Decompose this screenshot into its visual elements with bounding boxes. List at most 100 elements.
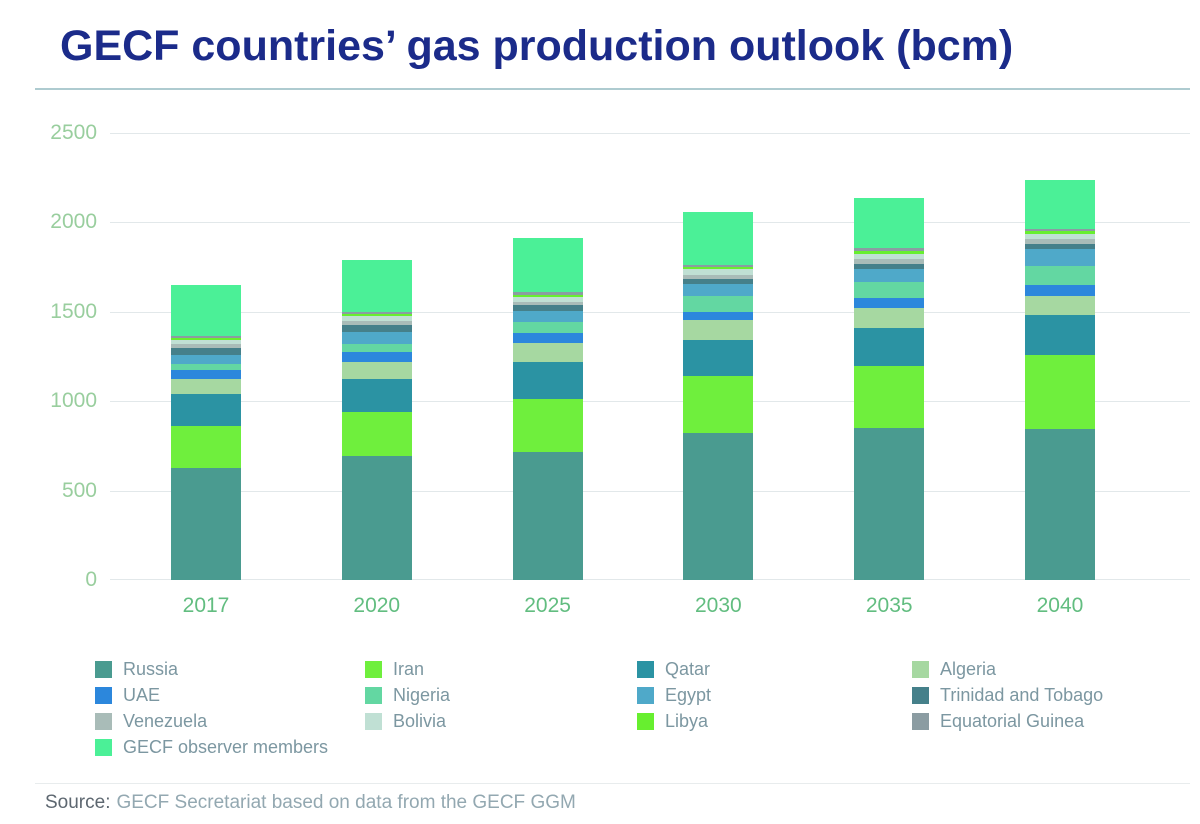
- legend-item-russia: Russia: [95, 658, 328, 679]
- bar-segment-algeria-2030: [683, 319, 754, 340]
- bar-segment-gecf-observer-members-2040: [1024, 180, 1095, 229]
- bar-segment-equatorial-guinea-2040: [1024, 228, 1095, 232]
- legend-label-libya: Libya: [665, 710, 709, 731]
- x-tick-label-2017: 2017: [182, 594, 230, 617]
- plot-area: [110, 133, 1190, 580]
- bar-segment-venezuela-2020: [341, 320, 412, 326]
- bar-segment-nigeria-2040: [1024, 266, 1095, 286]
- bar-segment-russia-2020: [341, 455, 412, 580]
- legend-item-bolivia: Bolivia: [365, 710, 450, 731]
- legend-col-2: Iran Nigeria Bolivia: [365, 658, 450, 738]
- legend-swatch-nigeria: [365, 686, 382, 704]
- bar-segment-egypt-2030: [683, 283, 754, 296]
- bar-segment-qatar-2020: [341, 378, 412, 412]
- bar-segment-russia-2040: [1024, 428, 1095, 580]
- gridline-2500: [110, 133, 1190, 134]
- x-tick-label-2020: 2020: [353, 594, 401, 617]
- bar-segment-libya-2035: [854, 251, 925, 254]
- legend-item-qatar: Qatar: [637, 658, 711, 679]
- bar-segment-gecf-observer-members-2020: [341, 260, 412, 312]
- legend-label-equatorial-guinea: Equatorial Guinea: [940, 710, 1085, 731]
- bar-segment-russia-2030: [683, 432, 754, 580]
- bar-segment-russia-2035: [854, 428, 925, 580]
- x-tick-label-2035: 2035: [865, 594, 913, 617]
- legend-label-iran: Iran: [393, 658, 425, 679]
- gridline-2000: [110, 222, 1190, 224]
- bar-segment-uae-2025: [512, 332, 583, 343]
- legend-swatch-iran: [365, 660, 382, 678]
- gridline-1000: [110, 401, 1190, 403]
- x-tick-label-2030: 2030: [695, 594, 742, 617]
- legend-swatch-venezuela: [95, 712, 112, 730]
- bar-2017: [171, 285, 241, 580]
- bar-2035: [854, 198, 925, 580]
- x-tick-label-2040: 2040: [1036, 594, 1084, 617]
- bar-segment-iran-2035: [854, 365, 925, 429]
- legend: Russia UAE Venezuela GECF observer members …: [0, 658, 1200, 770]
- page-title: GECF countries’ gas production outlook (…: [60, 22, 1014, 70]
- legend-item-gecf-observer-members: GECF observer members: [95, 737, 328, 757]
- legend-swatch-trinidad-and-tobago: [912, 686, 929, 704]
- gridline-0: [110, 579, 1190, 580]
- bar-segment-bolivia-2017: [171, 339, 241, 344]
- bar-segment-egypt-2017: [171, 354, 241, 364]
- bar-segment-venezuela-2025: [512, 301, 583, 306]
- bar-segment-qatar-2025: [512, 361, 583, 400]
- bar-segment-uae-2017: [171, 369, 241, 379]
- legend-swatch-algeria: [912, 660, 929, 678]
- legend-swatch-libya: [637, 712, 654, 730]
- legend-item-nigeria: Nigeria: [365, 685, 450, 705]
- legend-label-uae: UAE: [123, 684, 161, 705]
- y-tick-label-500: 500: [61, 478, 97, 502]
- y-tick-label-0: 0: [85, 568, 97, 591]
- bar-segment-venezuela-2040: [1024, 238, 1095, 244]
- legend-label-venezuela: Venezuela: [123, 710, 208, 731]
- bar-segment-bolivia-2025: [512, 297, 583, 302]
- source-prefix: Source:: [45, 792, 111, 813]
- source-line: Source: GECF Secretariat based on data fr…: [45, 792, 576, 814]
- legend-label-qatar: Qatar: [665, 658, 711, 679]
- bar-segment-gecf-observer-members-2025: [512, 237, 583, 292]
- bar-segment-algeria-2020: [341, 361, 412, 379]
- bar-segment-qatar-2040: [1024, 315, 1095, 355]
- bar-segment-equatorial-guinea-2030: [683, 264, 754, 267]
- bar-segment-egypt-2025: [512, 310, 583, 322]
- title-underline: [35, 88, 1190, 90]
- bar-segment-nigeria-2017: [171, 363, 241, 370]
- legend-swatch-uae: [95, 686, 112, 704]
- bar-segment-gecf-observer-members-2035: [854, 198, 925, 249]
- legend-item-uae: UAE: [95, 684, 328, 705]
- legend-item-libya: Libya: [637, 710, 711, 731]
- bar-segment-bolivia-2040: [1024, 234, 1095, 239]
- bar-segment-equatorial-guinea-2017: [171, 336, 241, 339]
- bar-segment-libya-2020: [341, 314, 412, 317]
- bar-segment-uae-2020: [341, 352, 412, 362]
- bar-segment-russia-2017: [171, 468, 241, 580]
- bar-segment-egypt-2020: [341, 332, 412, 345]
- bar-segment-uae-2035: [854, 298, 925, 309]
- y-tick-label-1500: 1500: [50, 299, 97, 323]
- bar-segment-libya-2025: [512, 294, 583, 298]
- bar-segment-libya-2017: [171, 338, 241, 340]
- bar-segment-algeria-2025: [512, 342, 583, 362]
- bar-segment-venezuela-2017: [171, 343, 241, 348]
- bar-segment-venezuela-2030: [683, 274, 754, 280]
- legend-label-bolivia: Bolivia: [393, 710, 447, 731]
- source-divider: [35, 783, 1190, 784]
- legend-item-venezuela: Venezuela: [95, 710, 328, 731]
- legend-col-3: Qatar Egypt Libya: [637, 658, 711, 738]
- bar-segment-iran-2017: [171, 426, 241, 469]
- bar-2030: [683, 211, 754, 580]
- y-tick-label-1000: 1000: [50, 389, 97, 413]
- bar-2025: [512, 237, 583, 580]
- legend-label-russia: Russia: [123, 658, 179, 679]
- bar-segment-algeria-2040: [1024, 296, 1095, 316]
- legend-swatch-egypt: [637, 686, 654, 704]
- bar-segment-iran-2025: [512, 399, 583, 453]
- bar-2040: [1024, 180, 1095, 580]
- x-axis: 2017 2020 2025 2030 2035 2040: [110, 588, 1190, 618]
- legend-item-trinidad-and-tobago: Trinidad and Tobago: [912, 685, 1103, 705]
- bar-segment-trinidad-and-tobago-2040: [1024, 243, 1095, 249]
- source-text: GECF Secretariat based on data from the …: [116, 792, 576, 813]
